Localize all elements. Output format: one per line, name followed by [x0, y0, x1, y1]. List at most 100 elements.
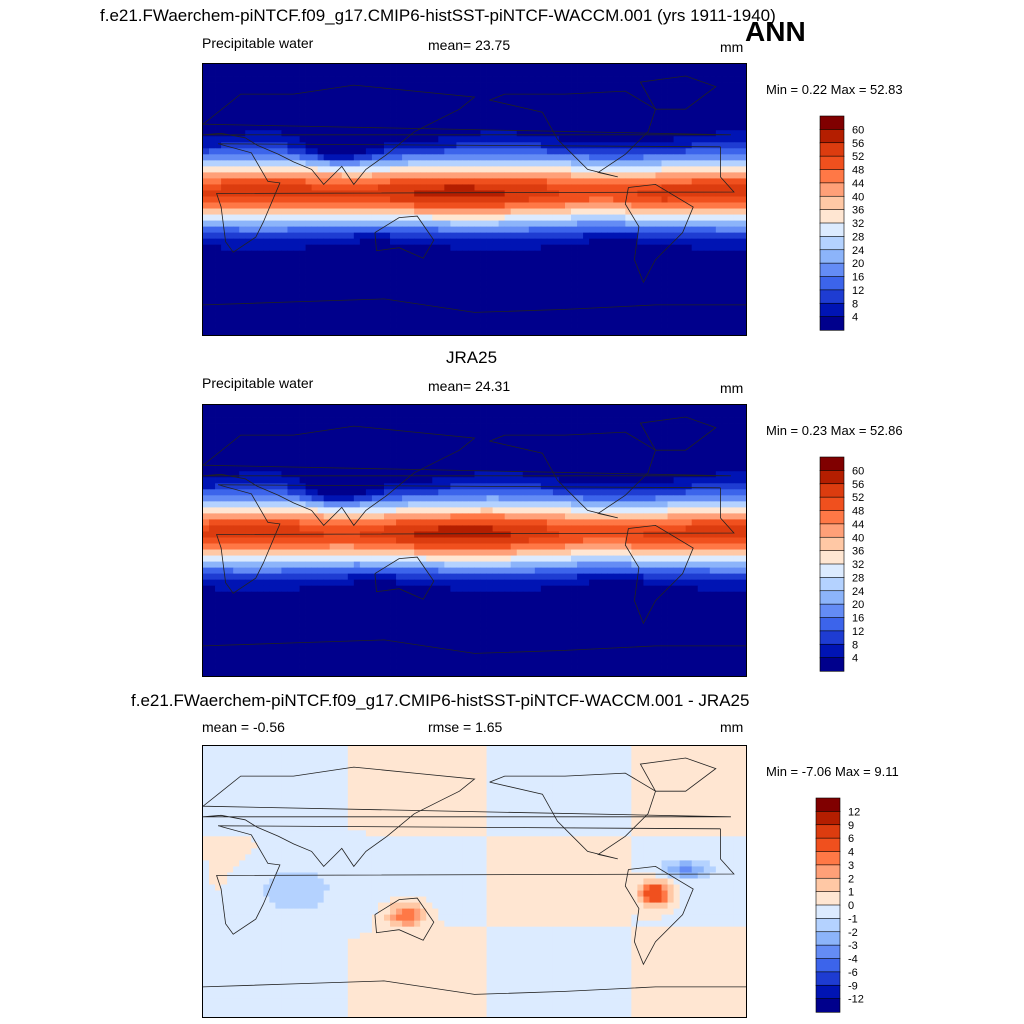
panel-obs-minmax: Min = 0.23 Max = 52.86 [766, 423, 903, 438]
colorbar-tick-label: 36 [852, 205, 864, 217]
map-panel-diff [202, 745, 747, 1018]
colorbar-tick-label: 4 [852, 312, 858, 324]
colorbar-swatch [819, 129, 845, 144]
colorbar-swatch [819, 155, 845, 171]
colorbar-swatch [815, 944, 841, 960]
colorbar-tick-label: 20 [852, 258, 864, 270]
panel-obs-title: JRA25 [446, 348, 498, 367]
colorbar-swatch [819, 195, 845, 211]
colorbar-swatch [819, 209, 845, 224]
colorbar-tick-label: 12 [852, 285, 864, 297]
colorbar-swatch [819, 483, 845, 498]
panel-diff-title: f.e21.FWaerchem-piNTCF.f09_g17.CMIP6-his… [131, 691, 750, 710]
colorbar-tick-label: 9 [848, 820, 854, 832]
colorbar-tick-label: 3 [848, 860, 854, 872]
colorbar-tick-label: 12 [848, 806, 860, 818]
coastline [624, 524, 694, 625]
colorbar-swatch [819, 590, 845, 605]
colorbar-swatch [819, 470, 845, 485]
colorbar-tick-label: 28 [852, 572, 864, 584]
colorbar-swatch [819, 249, 845, 264]
colorbar-swatch [819, 563, 845, 578]
colorbar-swatch [819, 302, 845, 318]
coastline [216, 825, 735, 935]
colorbar-tick-label: 32 [852, 218, 864, 230]
colorbar-swatch [819, 496, 845, 512]
colorbar-tick-label: -3 [848, 940, 858, 952]
colorbar-swatch [819, 289, 845, 304]
map-diff-plot [203, 746, 746, 1017]
colorbar-swatch [819, 617, 845, 632]
panel-obs-variable-label: Precipitable water [202, 375, 314, 391]
colorbar-swatch [819, 456, 845, 471]
colorbar-tick-label: 52 [852, 492, 864, 504]
colorbar-tick-label: 1 [848, 887, 854, 899]
colorbar-tick-label: 56 [852, 479, 864, 491]
colorbar-tick-label: -6 [848, 967, 858, 979]
colorbar-swatch [819, 182, 845, 197]
panel-model-minmax: Min = 0.22 Max = 52.83 [766, 82, 903, 97]
coastline [639, 757, 717, 792]
panel-obs-mean-label: mean= 24.31 [428, 378, 511, 394]
colorbar-swatch [819, 657, 845, 672]
colorbar-swatch [815, 891, 841, 906]
colorbar-swatch [819, 550, 845, 565]
coastline [374, 897, 435, 941]
colorbar-swatch [815, 971, 841, 986]
coastline [203, 639, 746, 654]
colorbar-tick-label: 20 [852, 599, 864, 611]
colorbar-tick-label: 44 [852, 519, 864, 531]
field-cells [203, 405, 746, 676]
colorbar-swatch [819, 577, 845, 592]
colorbar-swatch [819, 236, 845, 251]
coastline [374, 556, 435, 600]
colorbar-swatch [819, 603, 845, 619]
colorbar-model: 60 56 52 48 44 40 36 32 28 24 20 16 12 8 4 [819, 115, 880, 331]
colorbar-swatch [819, 523, 845, 538]
coastline [203, 766, 731, 868]
colorbar-tick-label: 60 [852, 124, 864, 136]
map-obs-plot [203, 405, 746, 676]
colorbar-obs: 60 56 52 48 44 40 36 32 28 24 20 16 12 8 4 [819, 456, 880, 672]
colorbar-tick-label: 40 [852, 191, 864, 203]
coastline [624, 183, 694, 284]
colorbar-swatch [819, 536, 845, 552]
coastline [639, 416, 717, 451]
colorbar-tick-label: 4 [848, 847, 854, 859]
colorbar-tick-label: 12 [852, 626, 864, 638]
colorbar-swatch [815, 918, 841, 933]
colorbar-swatch [815, 998, 841, 1013]
colorbar-swatch [815, 984, 841, 1000]
coastline [216, 484, 735, 594]
colorbar-swatch [819, 316, 845, 331]
colorbar-tick-label: -9 [848, 980, 858, 992]
panel-diff-rmse-label: rmse = 1.65 [428, 719, 503, 735]
colorbar-tick-label: 28 [852, 231, 864, 243]
panel-model-units-label: mm [720, 39, 744, 55]
map-model-plot [203, 64, 746, 335]
field-cells [203, 64, 746, 335]
panel-diff-minmax: Min = -7.06 Max = 9.11 [766, 764, 899, 779]
panel-model-variable-label: Precipitable water [202, 35, 314, 51]
season-label: ANN [745, 16, 806, 47]
colorbar-tick-label: 24 [852, 245, 864, 257]
colorbar-swatch [815, 958, 841, 973]
colorbar-swatch [815, 864, 841, 879]
colorbar-tick-label: 4 [852, 653, 858, 665]
colorbar-swatch [819, 142, 845, 157]
colorbar-tick-label: 16 [852, 613, 864, 625]
coastline [489, 431, 656, 519]
colorbar-swatch [815, 931, 841, 946]
panel-diff-units-label: mm [720, 719, 744, 735]
colorbar-tick-label: 16 [852, 272, 864, 284]
colorbar-tick-label: 8 [852, 298, 858, 310]
colorbar-tick-label: 0 [848, 900, 854, 912]
colorbar-swatch [815, 824, 841, 839]
colorbar-swatch [815, 851, 841, 866]
colorbar-tick-label: -1 [848, 913, 858, 925]
colorbar-tick-label: 52 [852, 151, 864, 163]
colorbar-swatch [819, 222, 845, 237]
colorbar-tick-label: 60 [852, 465, 864, 477]
colorbar-swatch [819, 643, 845, 659]
field-cells [203, 746, 746, 1017]
